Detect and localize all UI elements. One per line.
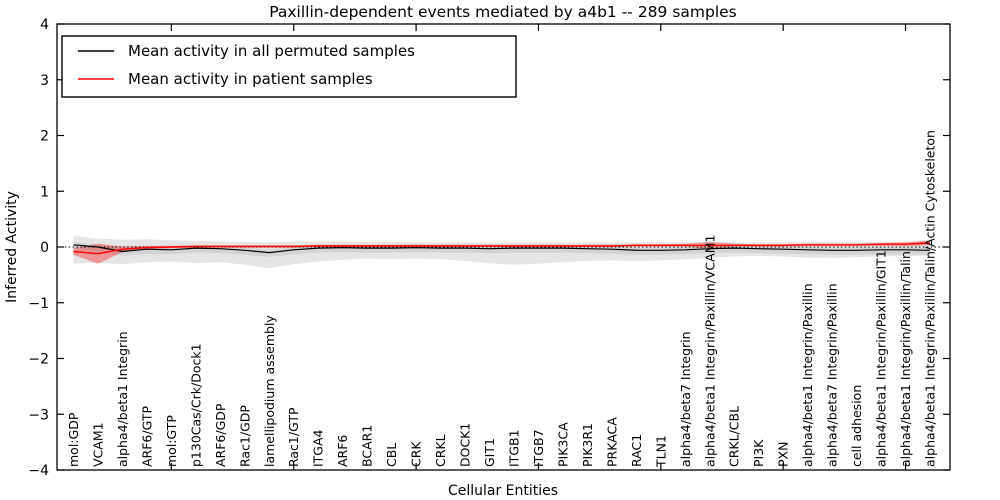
y-tick-label: 1 <box>40 184 49 200</box>
plot-content: 4 3 2 1 0 −1 −2 −3 −4 mol:GDP VCAM1 alpha4/beta1 In… <box>28 17 950 479</box>
x-category-label: ARF6/GDP <box>213 403 228 467</box>
legend-label-permuted: Mean activity in all permuted samples <box>128 42 415 60</box>
series-line-patient <box>73 242 931 255</box>
y-tick-label: −4 <box>28 463 49 479</box>
x-category-label: alpha4/beta1 Integrin/Paxillin/Talin <box>898 251 913 467</box>
axes-frame <box>56 23 951 471</box>
legend: Mean activity in all permuted samples Me… <box>61 35 517 98</box>
x-category-label: Rac1/GDP <box>237 405 252 467</box>
x-category-label: lamellipodium assembly <box>262 315 277 467</box>
x-category-label: ARF6/GTP <box>139 406 154 467</box>
x-category-label: ITGA4 <box>311 429 326 467</box>
x-category-label: ARF6 <box>335 435 350 467</box>
x-category-label: ITGB7 <box>531 429 546 467</box>
x-category-label: ITGB1 <box>506 429 521 467</box>
legend-box <box>61 35 517 98</box>
x-category-label: alpha4/beta1 Integrin/Paxillin/GIT1 <box>874 250 889 467</box>
x-category-label: BCAR1 <box>360 425 375 467</box>
x-category-label: alpha4/beta1 Integrin/Paxillin <box>800 283 815 467</box>
y-tick-label: 2 <box>40 129 49 145</box>
x-category-label: alpha4/beta1 Integrin <box>115 331 130 467</box>
confidence-band-inner <box>73 242 930 257</box>
x-category-label: PIK3CA <box>555 422 570 467</box>
x-category-label: alpha4/beta7 Integrin <box>678 331 693 467</box>
y-tick-label: 0 <box>40 240 49 256</box>
x-axis-label: Cellular Entities <box>448 483 558 499</box>
y-tick-label: −2 <box>28 352 49 368</box>
x-category-label: alpha4/beta1 Integrin/Paxillin/Talin/Act… <box>923 130 938 467</box>
x-category-label: mol:GTP <box>164 415 179 467</box>
x-category-label: PI3K <box>751 439 766 467</box>
x-category-label: TLN1 <box>653 435 668 468</box>
series-line-permuted <box>73 244 931 254</box>
legend-label-patient: Mean activity in patient samples <box>128 70 373 88</box>
x-category-label: mol:GDP <box>66 412 81 467</box>
x-category-label: RAC1 <box>629 434 644 467</box>
x-category-label: CBL <box>384 443 399 467</box>
x-category-label: CRK <box>409 441 424 467</box>
chart-title: Paxillin-dependent events mediated by a4… <box>269 3 737 21</box>
x-category-label: alpha4/beta7 Integrin/Paxillin <box>825 283 840 467</box>
y-tick-label: 4 <box>40 17 49 33</box>
x-category-label: PRKACA <box>604 417 619 467</box>
y-axis-label: Inferred Activity <box>4 191 20 303</box>
x-category-label: PXN <box>776 442 791 467</box>
x-category-label: cell adhesion <box>849 385 864 467</box>
x-category-label: CRKL/CBL <box>727 406 742 467</box>
x-category-label: VCAM1 <box>90 422 105 467</box>
x-category-label: DOCK1 <box>458 423 473 467</box>
y-tick-label: −3 <box>28 407 49 423</box>
x-category-label: PIK3R1 <box>580 423 595 467</box>
confidence-band-permuted <box>73 235 930 269</box>
x-category-label: alpha4/beta1 Integrin/Paxillin/VCAM1 <box>702 235 717 467</box>
x-category-label: Rac1/GTP <box>286 407 301 467</box>
x-category-label: GIT1 <box>482 438 497 467</box>
x-category-label: p130Cas/Crk/Dock1 <box>188 343 203 467</box>
x-category-label: CRKL <box>433 434 448 467</box>
y-tick-label: −1 <box>28 296 49 312</box>
y-tick-label: 3 <box>40 73 49 89</box>
